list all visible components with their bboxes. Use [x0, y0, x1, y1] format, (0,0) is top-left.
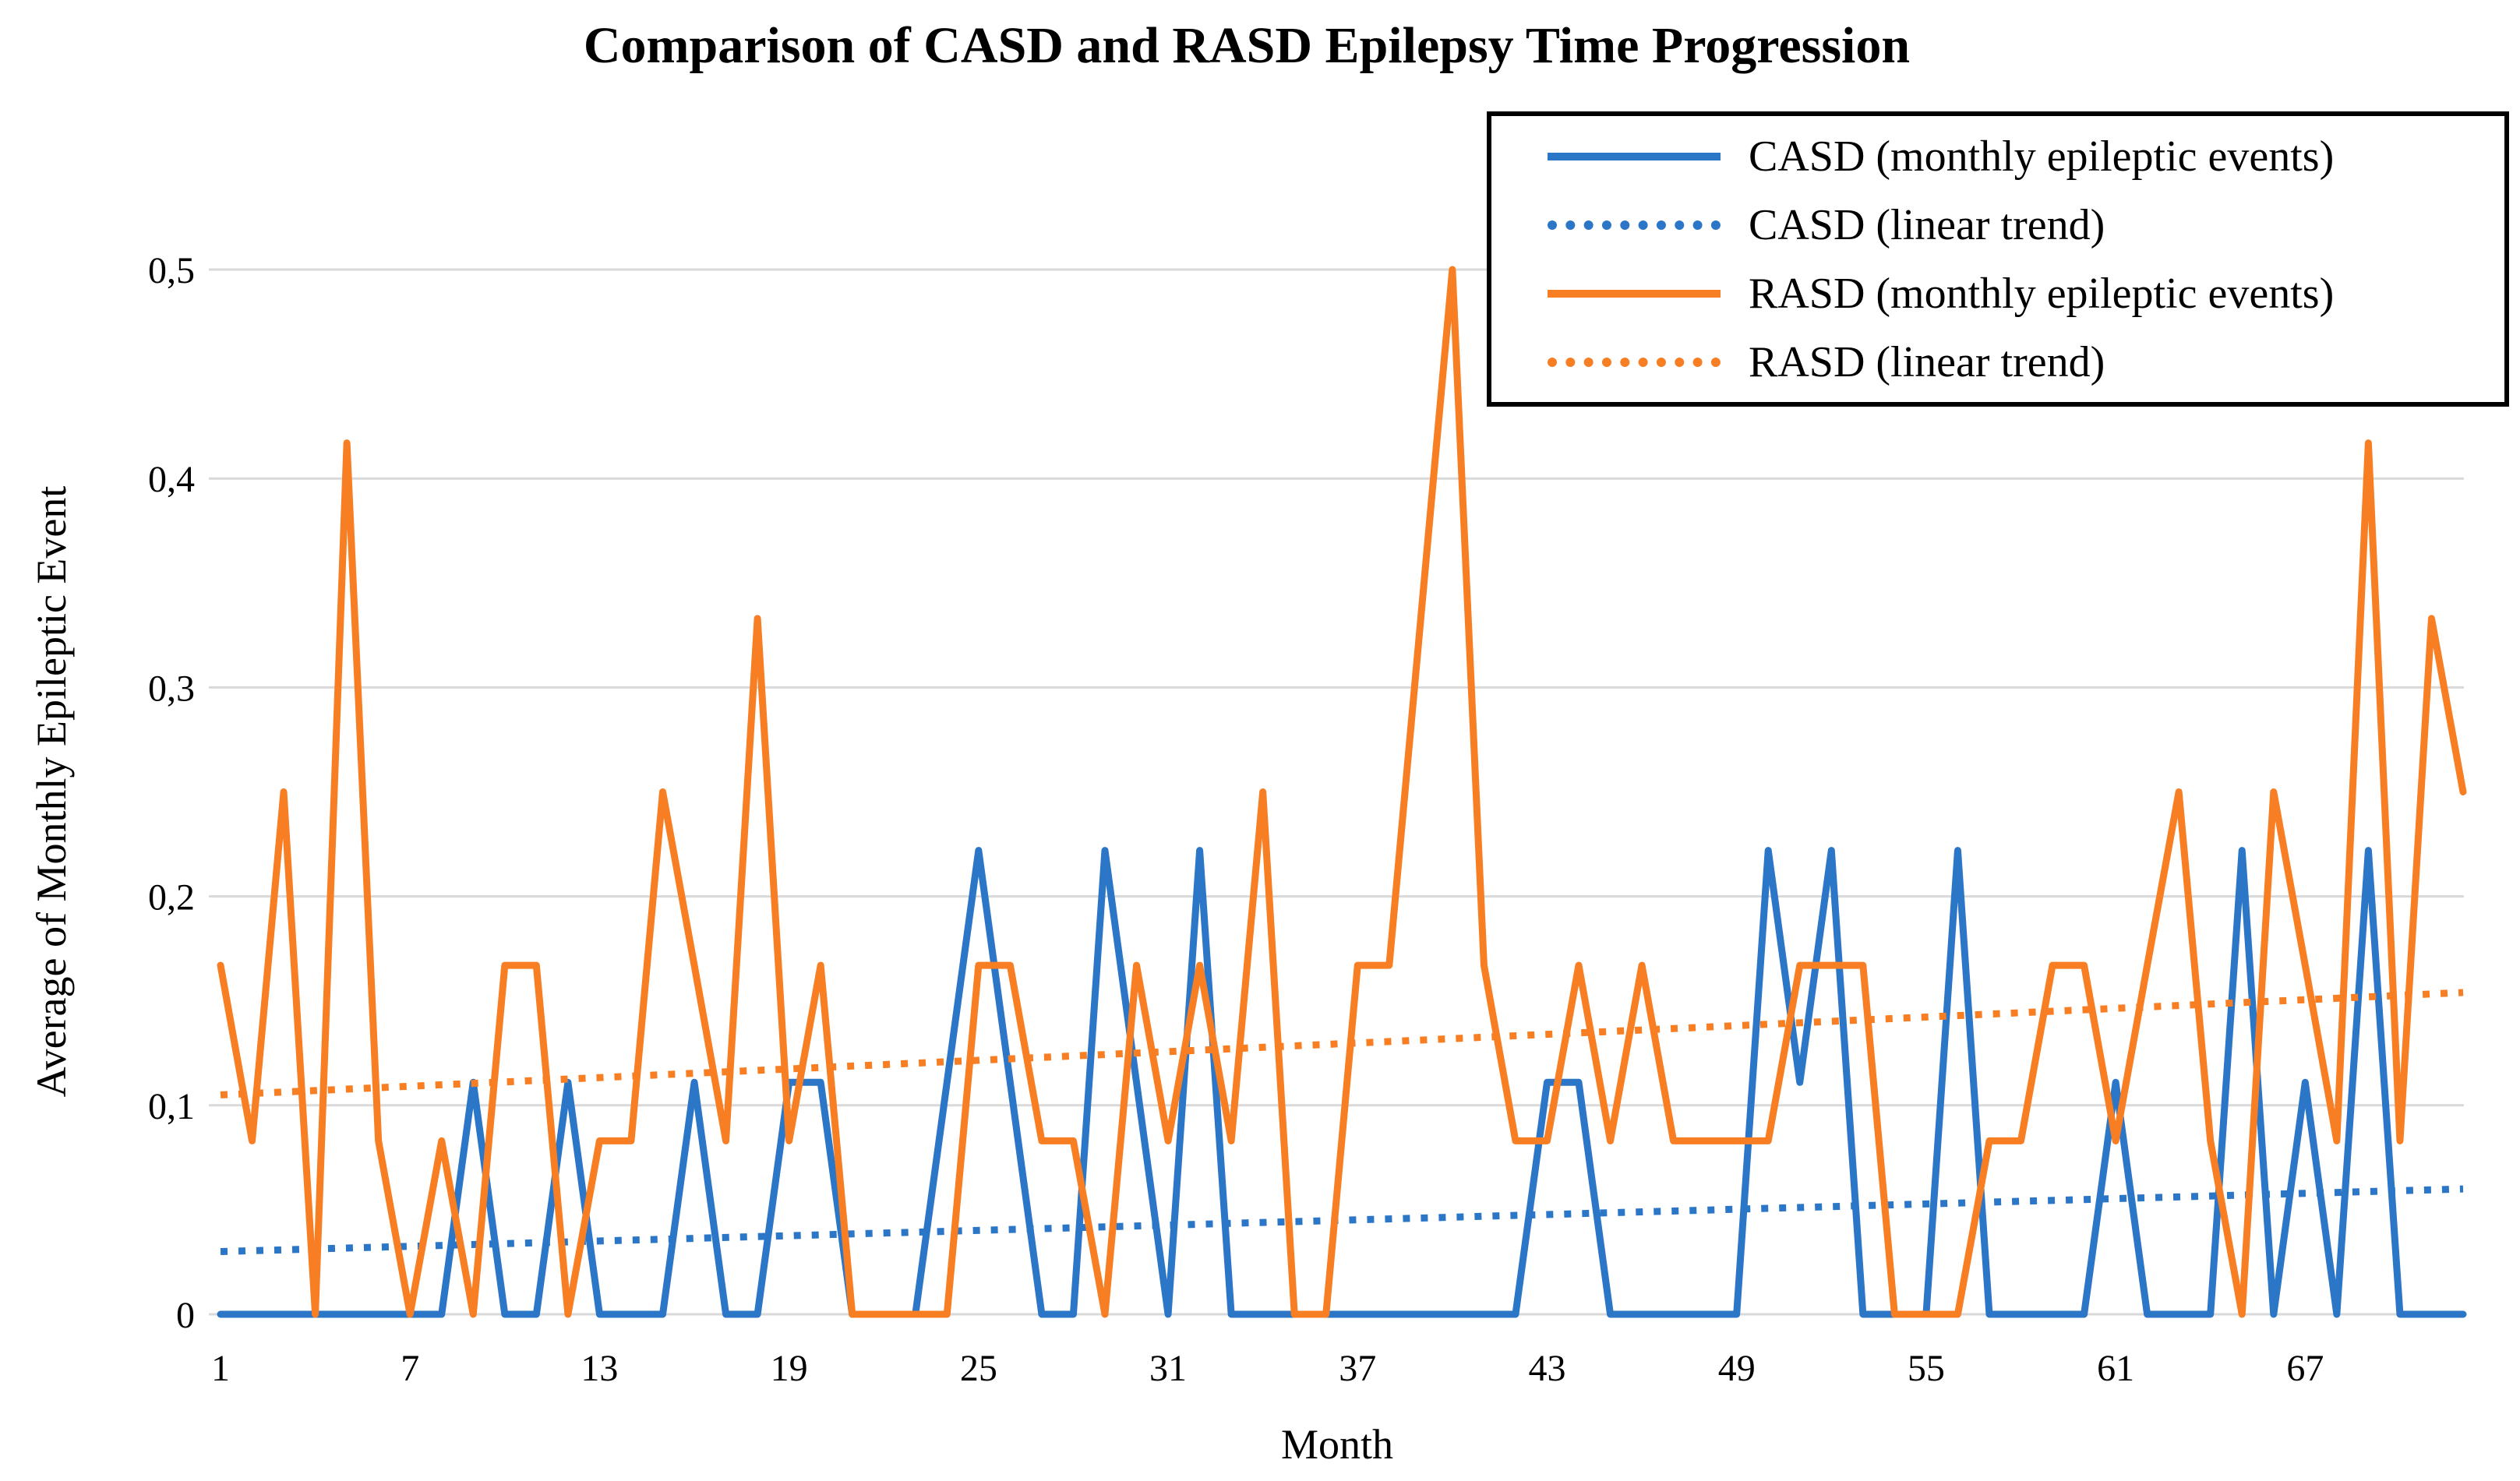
- legend-swatch-rasd-trend: [1548, 357, 1721, 367]
- y-tick-label: 0,1: [148, 1086, 195, 1127]
- y-tick-label: 0,3: [148, 668, 195, 709]
- legend: CASD (monthly epileptic events) CASD (lin…: [1487, 111, 2509, 407]
- rasd-monthly-line: [217, 266, 2467, 1318]
- legend-label: CASD (linear trend): [1749, 200, 2105, 249]
- legend-item-rasd-trend: RASD (linear trend): [1548, 333, 2504, 391]
- legend-label: RASD (linear trend): [1749, 337, 2105, 386]
- y-tick-label: 0,5: [148, 250, 195, 291]
- legend-label: RASD (monthly epileptic events): [1749, 269, 2335, 318]
- y-tick-label: 0: [176, 1295, 195, 1336]
- axis-tick-labels: 0 0,1 0,2 0,3 0,4 0,5 1 7 13 19 25 31 37 43 49 55 61 67: [148, 250, 2324, 1389]
- rasd-trend-line: [220, 989, 2464, 1098]
- y-tick-label: 0,2: [148, 877, 195, 919]
- x-tick-label: 19: [771, 1348, 808, 1389]
- x-tick-label: 1: [211, 1348, 230, 1389]
- x-tick-label: 31: [1149, 1348, 1187, 1389]
- data-series: [217, 266, 2467, 1318]
- legend-item-casd-trend: CASD (linear trend): [1548, 196, 2504, 254]
- gridlines: [209, 268, 2464, 1316]
- legend-swatch-rasd-monthly: [1548, 289, 1721, 298]
- x-tick-label: 7: [401, 1348, 419, 1389]
- x-tick-label: 43: [1528, 1348, 1565, 1389]
- casd-monthly-line: [217, 847, 2467, 1318]
- x-tick-label: 13: [581, 1348, 618, 1389]
- casd-trend-line: [220, 1185, 2464, 1256]
- x-tick-label: 55: [1908, 1348, 1945, 1389]
- x-tick-label: 61: [2097, 1348, 2134, 1389]
- chart-title: Comparison of CASD and RASD Epilepsy Tim…: [584, 17, 1910, 74]
- y-tick-label: 0,4: [148, 459, 195, 500]
- x-tick-label: 37: [1339, 1348, 1376, 1389]
- x-tick-label: 25: [960, 1348, 997, 1389]
- legend-item-casd-monthly: CASD (monthly epileptic events): [1548, 128, 2504, 185]
- legend-item-rasd-monthly: RASD (monthly epileptic events): [1548, 265, 2504, 323]
- legend-label: CASD (monthly epileptic events): [1749, 132, 2335, 181]
- legend-swatch-casd-trend: [1548, 220, 1721, 230]
- x-tick-label: 67: [2286, 1348, 2324, 1389]
- x-axis-title: Month: [1281, 1421, 1393, 1468]
- x-tick-label: 49: [1718, 1348, 1756, 1389]
- legend-swatch-casd-monthly: [1548, 152, 1721, 160]
- y-axis-title: Average of Monthly Epileptic Event: [28, 486, 75, 1098]
